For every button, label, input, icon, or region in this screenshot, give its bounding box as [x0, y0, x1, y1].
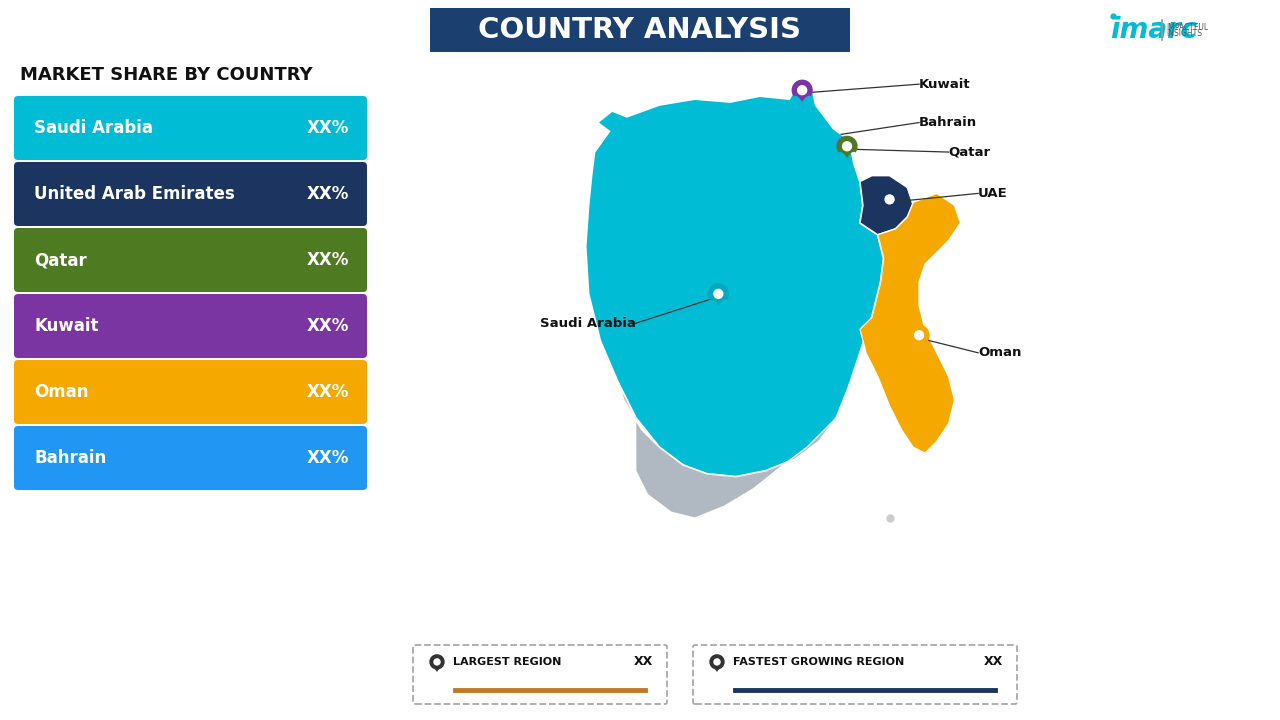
PathPatch shape — [836, 136, 858, 158]
Text: UAE: UAE — [978, 187, 1007, 200]
Circle shape — [714, 659, 719, 665]
Text: FASTEST GROWING REGION: FASTEST GROWING REGION — [733, 657, 904, 667]
Circle shape — [915, 330, 924, 340]
Text: Saudi Arabia: Saudi Arabia — [35, 119, 154, 137]
Text: XX: XX — [634, 655, 653, 668]
Polygon shape — [433, 665, 442, 672]
Polygon shape — [585, 84, 883, 477]
Circle shape — [710, 655, 724, 669]
Circle shape — [884, 195, 893, 204]
FancyBboxPatch shape — [14, 162, 367, 226]
Text: Oman: Oman — [35, 383, 88, 401]
Text: Oman: Oman — [978, 346, 1021, 359]
Text: MARKET SHARE BY COUNTRY: MARKET SHARE BY COUNTRY — [20, 66, 312, 84]
PathPatch shape — [879, 189, 900, 211]
Text: XX%: XX% — [307, 383, 349, 401]
FancyBboxPatch shape — [14, 96, 367, 160]
Text: imarc: imarc — [1110, 16, 1197, 44]
Text: Qatar: Qatar — [948, 145, 991, 158]
Circle shape — [434, 659, 440, 665]
Polygon shape — [618, 382, 836, 518]
Text: XX%: XX% — [307, 317, 349, 335]
FancyBboxPatch shape — [14, 426, 367, 490]
Polygon shape — [860, 194, 960, 453]
PathPatch shape — [909, 325, 929, 347]
Polygon shape — [860, 176, 913, 235]
Text: XX%: XX% — [307, 119, 349, 137]
Text: XX%: XX% — [307, 185, 349, 203]
Text: LARGEST REGION: LARGEST REGION — [453, 657, 562, 667]
Text: Kuwait: Kuwait — [35, 317, 99, 335]
Circle shape — [797, 86, 806, 94]
FancyBboxPatch shape — [692, 645, 1018, 704]
Circle shape — [842, 142, 851, 150]
Text: XX%: XX% — [307, 449, 349, 467]
PathPatch shape — [708, 284, 728, 305]
Text: Bahrain: Bahrain — [35, 449, 106, 467]
FancyBboxPatch shape — [14, 228, 367, 292]
FancyBboxPatch shape — [413, 645, 667, 704]
Polygon shape — [712, 665, 722, 672]
Text: Qatar: Qatar — [35, 251, 87, 269]
Text: Saudi Arabia: Saudi Arabia — [540, 317, 636, 330]
FancyBboxPatch shape — [14, 294, 367, 358]
Text: INSIGHTS: INSIGHTS — [1166, 30, 1202, 38]
FancyBboxPatch shape — [430, 8, 850, 52]
Text: XX: XX — [984, 655, 1004, 668]
Text: XX%: XX% — [307, 251, 349, 269]
Circle shape — [430, 655, 444, 669]
PathPatch shape — [791, 80, 813, 102]
Text: IMPACTFUL: IMPACTFUL — [1166, 22, 1208, 32]
Text: Kuwait: Kuwait — [919, 78, 970, 91]
Text: COUNTRY ANALYSIS: COUNTRY ANALYSIS — [479, 16, 801, 44]
Text: United Arab Emirates: United Arab Emirates — [35, 185, 234, 203]
Circle shape — [714, 289, 723, 298]
FancyBboxPatch shape — [14, 360, 367, 424]
Text: Bahrain: Bahrain — [919, 116, 977, 129]
